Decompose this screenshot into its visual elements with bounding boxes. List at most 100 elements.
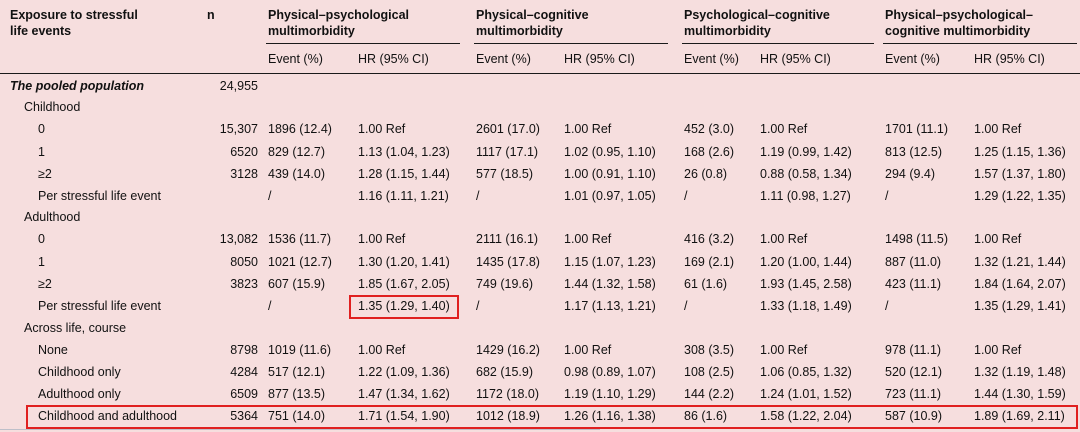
cell-hr: 1.20 (1.00, 1.44) <box>760 255 852 269</box>
cell-hr: 1.00 Ref <box>358 343 406 357</box>
cell-event: 577 (18.5) <box>476 167 533 181</box>
cell-hr: 1.29 (1.22, 1.35) <box>974 189 1066 203</box>
row-n: 3823 <box>230 277 258 291</box>
row-n: 3128 <box>230 167 258 181</box>
cell-event: 416 (3.2) <box>684 232 735 246</box>
row-label: Per stressful life event <box>38 189 161 203</box>
row-n: 6520 <box>230 145 258 159</box>
subheader-hr: HR (95% CI) <box>974 52 1045 66</box>
cell-event: 749 (19.6) <box>476 277 533 291</box>
cell-event: 108 (2.5) <box>684 365 735 379</box>
cell-event: 887 (11.0) <box>885 255 942 269</box>
cell-hr: 1.44 (1.30, 1.59) <box>974 387 1066 401</box>
cell-event: 439 (14.0) <box>268 167 325 181</box>
cell-hr: 1.58 (1.22, 2.04) <box>760 409 852 423</box>
group-rule <box>474 43 668 44</box>
cell-hr: 1.00 Ref <box>358 232 406 246</box>
cell-event: 813 (12.5) <box>885 145 942 159</box>
cell-event: 1012 (18.9) <box>476 409 540 423</box>
cell-event: 1498 (11.5) <box>885 232 949 246</box>
cell-hr: 0.88 (0.58, 1.34) <box>760 167 852 181</box>
cell-event: 1172 (18.0) <box>476 387 540 401</box>
row-label: 0 <box>38 232 45 246</box>
cell-hr: 1.47 (1.34, 1.62) <box>358 387 450 401</box>
cell-hr: 1.00 (0.91, 1.10) <box>564 167 656 181</box>
cell-hr: 1.01 (0.97, 1.05) <box>564 189 656 203</box>
cell-hr: 1.00 Ref <box>760 343 808 357</box>
cell-event: 2601 (17.0) <box>476 122 540 136</box>
row-label: 1 <box>38 145 45 159</box>
cell-hr: 1.25 (1.15, 1.36) <box>974 145 1066 159</box>
row-label: ≥2 <box>38 167 52 181</box>
cell-hr: 1.71 (1.54, 1.90) <box>358 409 450 423</box>
cell-hr: 0.98 (0.89, 1.07) <box>564 365 656 379</box>
header-exposure: Exposure to stressful life events <box>10 8 138 38</box>
cell-hr: 1.06 (0.85, 1.32) <box>760 365 852 379</box>
cell-hr: 1.32 (1.19, 1.48) <box>974 365 1066 379</box>
row-n: 24,955 <box>219 79 258 93</box>
cell-event: / <box>476 189 480 203</box>
cell-event: 2111 (16.1) <box>476 232 539 246</box>
cell-event: 517 (12.1) <box>268 365 325 379</box>
subheader-hr: HR (95% CI) <box>564 52 635 66</box>
highlight-box-childhood-and-adulthood-row <box>26 405 1078 429</box>
cell-event: 1429 (16.2) <box>476 343 540 357</box>
row-n: 8050 <box>230 255 258 269</box>
row-n: 4284 <box>230 365 258 379</box>
cell-event: 1117 (17.1) <box>476 145 539 159</box>
header-group-phys-psych: Physical–psychological multimorbidity <box>268 8 410 38</box>
row-label: 1 <box>38 255 45 269</box>
row-label: ≥2 <box>38 277 52 291</box>
cell-hr: 1.35 (1.29, 1.41) <box>974 299 1066 313</box>
cell-hr: 1.11 (0.98, 1.27) <box>760 189 851 203</box>
cell-hr: 1.57 (1.37, 1.80) <box>974 167 1066 181</box>
subheader-event: Event (%) <box>476 52 531 66</box>
cell-event: 877 (13.5) <box>268 387 325 401</box>
row-n: 15,307 <box>219 122 258 136</box>
cell-hr: 1.15 (1.07, 1.23) <box>564 255 656 269</box>
cell-hr: 1.00 Ref <box>974 343 1022 357</box>
header-n: n <box>207 8 215 22</box>
cell-event: 294 (9.4) <box>885 167 936 181</box>
row-label: Childhood only <box>38 365 121 379</box>
row-n: 5364 <box>230 409 258 423</box>
cell-hr: 1.35 (1.29, 1.40) <box>358 299 450 313</box>
header-bottom-rule <box>0 73 1080 74</box>
group-rule <box>682 43 874 44</box>
cell-event: / <box>476 299 480 313</box>
cell-event: 1435 (17.8) <box>476 255 540 269</box>
cell-hr: 1.33 (1.18, 1.49) <box>760 299 852 313</box>
cell-event: / <box>684 189 688 203</box>
row-label: None <box>38 343 68 357</box>
cell-event: / <box>885 189 889 203</box>
cell-event: 682 (15.9) <box>476 365 533 379</box>
cell-hr: 1.26 (1.16, 1.38) <box>564 409 656 423</box>
cell-event: 452 (3.0) <box>684 122 735 136</box>
cell-event: 723 (11.1) <box>885 387 942 401</box>
row-n: 6509 <box>230 387 258 401</box>
cell-event: 978 (11.1) <box>885 343 942 357</box>
cell-hr: 1.22 (1.09, 1.36) <box>358 365 450 379</box>
header-group-phys-cog: Physical–cognitive multimorbidity <box>476 8 589 38</box>
cell-hr: 1.19 (1.10, 1.29) <box>564 387 656 401</box>
cell-event: 169 (2.1) <box>684 255 735 269</box>
cell-event: 308 (3.5) <box>684 343 735 357</box>
row-label: Per stressful life event <box>38 299 161 313</box>
subheader-event: Event (%) <box>885 52 940 66</box>
cell-hr: 1.00 Ref <box>974 122 1022 136</box>
cell-event: 1536 (11.7) <box>268 232 332 246</box>
row-label: Adulthood <box>24 210 81 224</box>
cell-hr: 1.84 (1.64, 2.07) <box>974 277 1066 291</box>
cell-event: 1896 (12.4) <box>268 122 332 136</box>
subheader-event: Event (%) <box>268 52 323 66</box>
cell-event: 829 (12.7) <box>268 145 325 159</box>
cell-hr: 1.93 (1.45, 2.58) <box>760 277 852 291</box>
cell-event: / <box>684 299 688 313</box>
cell-event: 587 (10.9) <box>885 409 942 423</box>
header-group-all-three: Physical–psychological– cognitive multim… <box>885 8 1033 38</box>
cell-hr: 1.02 (0.95, 1.10) <box>564 145 656 159</box>
cell-hr: 1.30 (1.20, 1.41) <box>358 255 450 269</box>
cell-hr: 1.44 (1.32, 1.58) <box>564 277 656 291</box>
cell-event: 607 (15.9) <box>268 277 325 291</box>
cell-event: 423 (11.1) <box>885 277 942 291</box>
